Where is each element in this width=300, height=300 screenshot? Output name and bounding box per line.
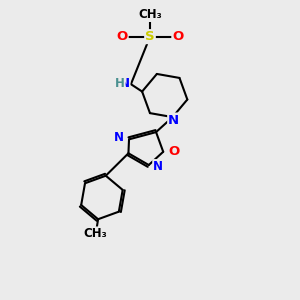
Text: O: O [116,30,128,43]
Text: CH₃: CH₃ [84,227,108,240]
Text: N: N [168,114,179,127]
Text: H: H [115,77,125,90]
Text: N: N [153,160,163,173]
Text: S: S [145,30,155,43]
Text: O: O [169,145,180,158]
Text: N: N [114,131,124,144]
Text: O: O [172,30,184,43]
Text: CH₃: CH₃ [138,8,162,21]
Text: N: N [118,77,129,90]
